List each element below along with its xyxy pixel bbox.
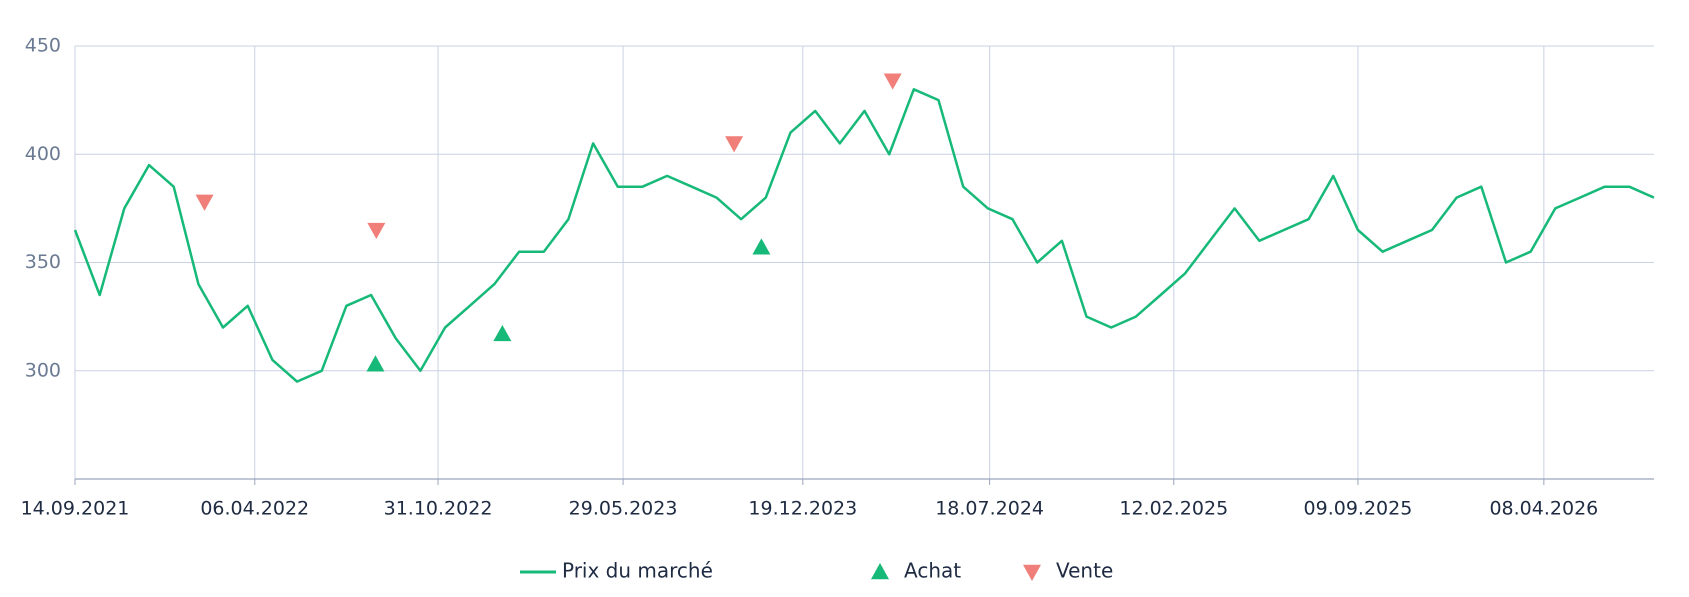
y-tick-label: 450 bbox=[25, 35, 61, 57]
trade-marker bbox=[367, 222, 386, 240]
y-tick-label: 400 bbox=[25, 143, 61, 165]
legend-swatch bbox=[871, 563, 889, 580]
legend-label: Vente bbox=[1056, 559, 1113, 583]
trade-marker bbox=[725, 136, 744, 153]
legend-label: Achat bbox=[904, 559, 961, 583]
y-tick-label: 300 bbox=[25, 359, 61, 381]
x-tick-label: 09.09.2025 bbox=[1304, 498, 1413, 520]
trade-marker bbox=[195, 194, 214, 211]
price-line bbox=[73, 88, 1655, 383]
x-tick-label: 06.04.2022 bbox=[200, 498, 309, 520]
x-tick-label: 14.09.2021 bbox=[21, 498, 130, 520]
x-tick-label: 12.02.2025 bbox=[1119, 498, 1228, 520]
legend-swatch bbox=[1023, 564, 1041, 581]
trade-marker bbox=[752, 238, 771, 255]
x-tick-label: 19.12.2023 bbox=[748, 498, 857, 520]
x-tick-label: 18.07.2024 bbox=[935, 498, 1044, 520]
trade-marker bbox=[366, 355, 385, 372]
x-tick-label: 29.05.2023 bbox=[569, 498, 678, 520]
trade-marker bbox=[883, 73, 902, 90]
x-tick-label: 31.10.2022 bbox=[384, 498, 493, 520]
y-tick-label: 350 bbox=[25, 251, 61, 273]
x-tick-label: 08.04.2026 bbox=[1489, 498, 1598, 520]
trade-marker bbox=[493, 324, 512, 342]
legend-label: Prix du marché bbox=[562, 559, 713, 583]
